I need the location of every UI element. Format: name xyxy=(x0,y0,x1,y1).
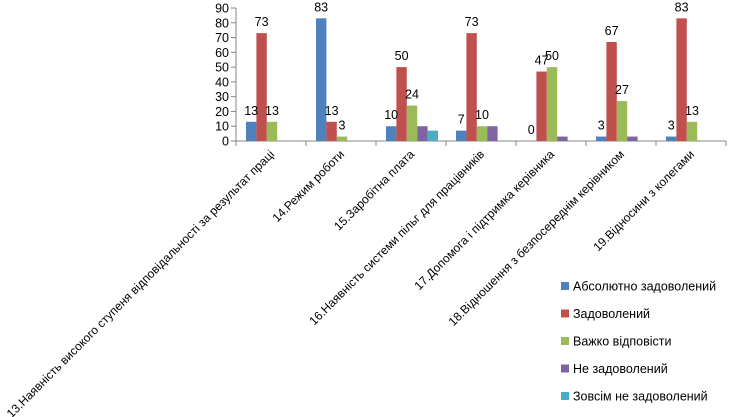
bar xyxy=(396,67,407,141)
y-tick-label: 10 xyxy=(215,120,229,134)
legend-item: Зовсім не задоволений xyxy=(561,390,708,404)
legend-swatch xyxy=(561,337,569,345)
bar xyxy=(666,136,677,141)
data-label: 50 xyxy=(545,49,559,63)
bar xyxy=(326,121,337,141)
legend-label: Зовсім не задоволений xyxy=(573,390,708,404)
bar xyxy=(456,130,467,141)
legend-label: Важко відповісти xyxy=(573,335,672,349)
data-label: 7 xyxy=(458,113,465,127)
y-tick-label: 90 xyxy=(215,2,229,16)
data-label: 3 xyxy=(339,119,346,133)
legend-swatch xyxy=(561,309,569,318)
data-label: 3 xyxy=(598,119,605,133)
bar xyxy=(406,105,418,141)
legend-label: Абсолютно задоволений xyxy=(573,280,716,294)
data-label: 13 xyxy=(265,104,279,118)
bar xyxy=(427,130,438,141)
chart-legend: Абсолютно задоволений Задоволений Важко ві… xyxy=(561,280,716,404)
category-label: 13.Наявність високого ступеня відповідал… xyxy=(4,147,277,417)
data-label: 47 xyxy=(535,54,549,68)
category-label: 17.Допомога і підтримка керівника xyxy=(412,147,558,293)
y-tick-label: 50 xyxy=(215,61,229,75)
bar xyxy=(417,126,428,141)
data-label: 83 xyxy=(314,0,328,14)
category-label: 14.Режим роботи xyxy=(269,147,347,225)
y-tick-label: 0 xyxy=(222,135,229,149)
y-tick-label: 20 xyxy=(215,105,229,119)
y-tick-label: 60 xyxy=(215,46,229,60)
data-label: 3 xyxy=(668,119,675,133)
data-label: 13 xyxy=(685,104,699,118)
bar xyxy=(546,67,558,141)
data-label: 10 xyxy=(384,108,398,122)
bar xyxy=(596,136,607,141)
bar xyxy=(476,126,488,141)
data-label: 50 xyxy=(395,49,409,63)
bar xyxy=(487,126,498,141)
data-label: 24 xyxy=(405,88,419,102)
bar xyxy=(256,33,267,141)
bar xyxy=(316,18,327,141)
data-label: 73 xyxy=(255,15,269,29)
data-label: 10 xyxy=(475,108,489,122)
data-label: 67 xyxy=(605,24,619,38)
bar xyxy=(386,126,397,141)
legend-swatch xyxy=(561,392,569,400)
y-tick-label: 80 xyxy=(215,16,229,30)
legend-item: Важко відповісти xyxy=(561,335,672,349)
bar xyxy=(246,121,257,141)
legend-label: Не задоволений xyxy=(573,362,668,376)
legend-swatch xyxy=(561,364,569,373)
bar xyxy=(616,101,628,141)
data-label: 0 xyxy=(528,123,535,137)
bar xyxy=(627,136,638,141)
bar xyxy=(336,136,348,141)
bar xyxy=(557,136,568,141)
data-label: 13 xyxy=(325,104,339,118)
legend-item: Абсолютно задоволений xyxy=(561,280,716,294)
data-label: 83 xyxy=(675,0,689,14)
legend-item: Задоволений xyxy=(561,307,650,321)
data-label: 73 xyxy=(465,15,479,29)
legend-swatch xyxy=(561,282,569,290)
bar xyxy=(466,33,477,141)
bar xyxy=(676,18,687,141)
legend-label: Задоволений xyxy=(573,307,650,321)
bar xyxy=(536,71,547,141)
bar xyxy=(266,121,278,141)
legend-item: Не задоволений xyxy=(561,362,668,376)
y-tick-label: 30 xyxy=(215,90,229,104)
chart-bars xyxy=(246,18,698,141)
data-label: 27 xyxy=(615,83,629,97)
bar xyxy=(606,41,617,141)
data-label: 13 xyxy=(244,104,258,118)
y-tick-label: 70 xyxy=(215,31,229,45)
y-tick-label: 40 xyxy=(215,75,229,89)
bar xyxy=(686,121,698,141)
